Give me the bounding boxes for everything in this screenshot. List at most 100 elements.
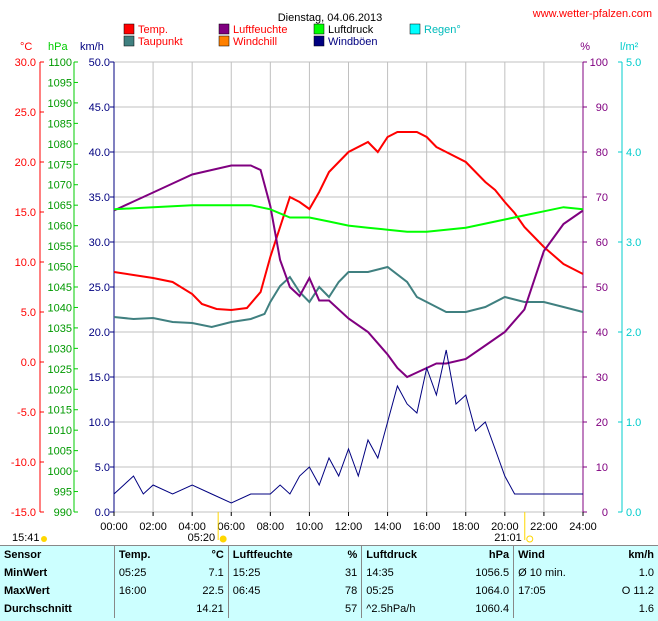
x-tick-label: 02:00: [139, 521, 167, 533]
rain-tick-label: 0.0: [626, 507, 641, 519]
pressure-tick-label: 1080: [48, 139, 72, 151]
legend-label: Taupunkt: [138, 36, 183, 48]
rain-tick-label: 3.0: [626, 237, 641, 249]
series-line: [113, 131, 584, 312]
rain-tick-label: 4.0: [626, 147, 641, 159]
sun-icon: [219, 535, 227, 543]
pressure-tick-label: 990: [54, 507, 72, 519]
daylength-label: 15:41: [12, 532, 40, 544]
wind-unit-label: km/h: [80, 41, 104, 53]
stats-label: MinWert: [4, 567, 48, 579]
stats-header-wind-unit: km/h: [628, 549, 654, 561]
stats-press-val: 1056.5: [475, 567, 510, 579]
stats-temp-val: 7.1: [208, 567, 224, 579]
legend-swatch: [409, 23, 421, 35]
pressure-tick-label: 1085: [48, 118, 72, 130]
humidity-tick-label: 30: [596, 372, 608, 384]
stats-row-avg: Durchschnitt 14.21 57 ^2.5hPa/h 1060.4 1…: [0, 600, 658, 618]
humidity-unit-label: %: [580, 41, 590, 53]
legend-label: Regen°: [424, 24, 461, 36]
legend-label: Luftdruck: [328, 24, 374, 36]
pressure-tick-label: 995: [54, 487, 72, 499]
pressure-tick-label: 1050: [48, 262, 72, 274]
stats-header-hum: Luftfeuchte: [227, 546, 331, 564]
stats-press-val: 1064.0: [475, 585, 510, 597]
humidity-tick-label: 90: [596, 102, 608, 114]
x-tick-label: 06:00: [217, 521, 245, 533]
humidity-tick-label: 70: [596, 192, 608, 204]
stats-press-time: 14:35: [361, 564, 451, 582]
wind-tick-label: 20.0: [89, 327, 110, 339]
pressure-tick-label: 1055: [48, 241, 72, 253]
stats-wind-time: 17:05: [513, 582, 598, 600]
pressure-tick-label: 1065: [48, 200, 72, 212]
temp-tick-label: -5.0: [17, 407, 36, 419]
stats-hum-time: [227, 600, 331, 618]
stats-temp-val: 14.21: [196, 603, 224, 615]
humidity-tick-label: 60: [596, 237, 608, 249]
pressure-tick-label: 1000: [48, 466, 72, 478]
stats-header-hum-unit: %: [347, 549, 358, 561]
temp-tick-label: 5.0: [21, 307, 36, 319]
humidity-tick-label: 80: [596, 147, 608, 159]
series-line: [113, 164, 584, 379]
sun-icon: [41, 536, 47, 542]
legend-label: Windböen: [328, 36, 378, 48]
rain-tick-label: 1.0: [626, 417, 641, 429]
legend-swatch: [218, 23, 230, 35]
stats-press-time: ^2.5hPa/h: [361, 600, 451, 618]
stats-wind-val: 1.0: [638, 567, 654, 579]
x-tick-label: 08:00: [257, 521, 285, 533]
x-tick-label: 16:00: [413, 521, 441, 533]
pressure-tick-label: 1100: [48, 57, 72, 69]
sunrise-time: 05:20: [188, 532, 216, 544]
temp-unit-label: °C: [20, 41, 32, 53]
stats-header-press-unit: hPa: [488, 549, 510, 561]
temp-tick-label: -10.0: [11, 457, 36, 469]
series-line: [113, 204, 584, 233]
x-tick-label: 12:00: [335, 521, 363, 533]
stats-label: Durchschnitt: [4, 603, 72, 615]
stats-hum-time: 06:45: [227, 582, 331, 600]
stats-header-row: Sensor Temp. °C Luftfeuchte % Luftdruck …: [0, 546, 658, 564]
pressure-tick-label: 1060: [48, 221, 72, 233]
pressure-tick-label: 1040: [48, 302, 72, 314]
stats-hum-val: 78: [345, 585, 358, 597]
wind-tick-label: 50.0: [89, 57, 110, 69]
legend-swatch: [123, 35, 135, 47]
wind-tick-label: 45.0: [89, 102, 110, 114]
temp-tick-label: 10.0: [15, 257, 36, 269]
legend-label: Windchill: [233, 36, 277, 48]
stats-label: MaxWert: [4, 585, 50, 597]
wind-tick-label: 0.0: [95, 507, 110, 519]
stats-temp-time: [113, 600, 175, 618]
pressure-tick-label: 1045: [48, 282, 72, 294]
temp-tick-label: 15.0: [15, 207, 36, 219]
stats-hum-val: 31: [345, 567, 358, 579]
humidity-tick-label: 100: [590, 57, 608, 69]
temp-tick-label: -15.0: [11, 507, 36, 519]
x-tick-label: 10:00: [296, 521, 324, 533]
wind-tick-label: 5.0: [95, 462, 110, 474]
humidity-tick-label: 40: [596, 327, 608, 339]
temp-tick-label: 20.0: [15, 157, 36, 169]
stats-header-temp-unit: °C: [211, 549, 224, 561]
legend-swatch: [313, 35, 325, 47]
x-tick-label: 00:00: [100, 521, 128, 533]
wind-tick-label: 25.0: [89, 282, 110, 294]
temp-tick-label: 30.0: [15, 57, 36, 69]
stats-hum-val: 57: [345, 603, 358, 615]
stats-hum-time: 15:25: [227, 564, 331, 582]
x-tick-label: 04:00: [178, 521, 206, 533]
legend-label: Temp.: [138, 24, 168, 36]
series-line: [113, 349, 583, 504]
site-url[interactable]: www.wetter-pfalzen.com: [532, 8, 652, 20]
wind-tick-label: 35.0: [89, 192, 110, 204]
sun-outline-icon: [526, 535, 534, 543]
pressure-tick-label: 1095: [48, 77, 72, 89]
humidity-tick-label: 20: [596, 417, 608, 429]
stats-wind-val: O 11.2: [621, 585, 654, 597]
stats-table: Sensor Temp. °C Luftfeuchte % Luftdruck …: [0, 545, 658, 621]
humidity-tick-label: 50: [596, 282, 608, 294]
chart-title: Dienstag, 04.06.2013: [278, 12, 383, 24]
